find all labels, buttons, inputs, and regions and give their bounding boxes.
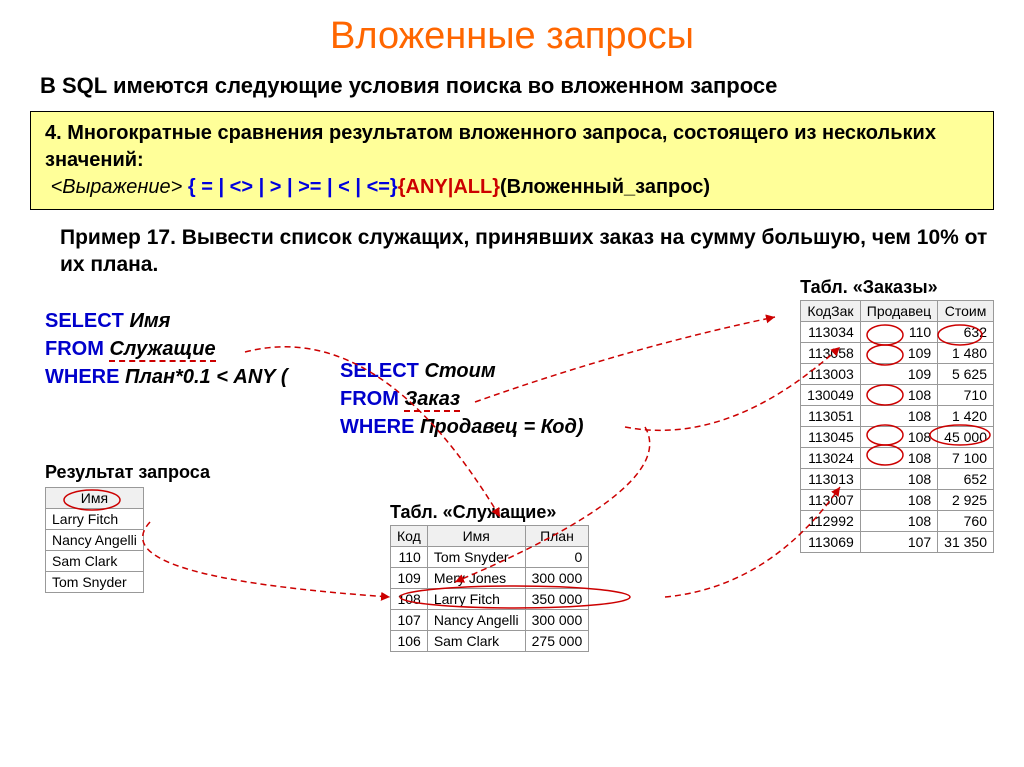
emp-cell: 106 xyxy=(391,630,428,651)
ord-cell: 31 350 xyxy=(938,531,994,552)
expr-label: <Выражение> xyxy=(51,176,183,198)
emp-cell: 0 xyxy=(525,546,589,567)
emp-cell: Tom Snyder xyxy=(427,546,525,567)
seller-eq: Продавец = Код xyxy=(420,416,577,438)
kw-select: SELECT xyxy=(45,310,124,332)
ord-cell: 7 100 xyxy=(938,447,994,468)
ord-cell: 130049 xyxy=(801,384,861,405)
emp-header: План xyxy=(525,525,589,546)
ord-cell: 112992 xyxy=(801,510,861,531)
emp-cell: 300 000 xyxy=(525,609,589,630)
ord-cell: 710 xyxy=(938,384,994,405)
emp-header: Имя xyxy=(427,525,525,546)
result-cell: Tom Snyder xyxy=(46,571,144,592)
kw-select2: SELECT xyxy=(340,360,419,382)
orders-block: Табл. «Заказы» КодЗакПродавецСтоим 113034… xyxy=(800,277,994,553)
emp-cell: 350 000 xyxy=(525,588,589,609)
ord-cell: 45 000 xyxy=(938,426,994,447)
result-label: Результат запроса xyxy=(45,462,210,483)
result-table: Имя Larry FitchNancy AngelliSam ClarkTom… xyxy=(45,487,144,593)
emp-cell: 300 000 xyxy=(525,567,589,588)
emp-cell: Nancy Angelli xyxy=(427,609,525,630)
plan-cond: План*0.1 < ANY ( xyxy=(125,366,288,388)
ord-cell: 113058 xyxy=(801,342,861,363)
outer-query: SELECT Имя FROM Служащие WHERE План*0.1 … xyxy=(45,307,288,391)
kw-where2: WHERE xyxy=(340,416,414,438)
ord-cell: 107 xyxy=(860,531,937,552)
ord-cell: 113024 xyxy=(801,447,861,468)
def-line1: 4. Многократные сравнения результатом вл… xyxy=(45,122,936,171)
emp-cell: Sam Clark xyxy=(427,630,525,651)
kw-from: FROM xyxy=(45,338,104,360)
result-cell: Sam Clark xyxy=(46,550,144,571)
ord-cell: 5 625 xyxy=(938,363,994,384)
id-order: Заказ xyxy=(404,388,460,412)
close-paren: ) xyxy=(577,416,584,438)
emp-cell: Mery Jones xyxy=(427,567,525,588)
subtitle: В SQL имеются следующие условия поиска в… xyxy=(40,73,994,99)
emp-cell: 107 xyxy=(391,609,428,630)
ord-cell: 109 xyxy=(860,363,937,384)
orders-title: Табл. «Заказы» xyxy=(800,277,994,298)
ord-cell: 113051 xyxy=(801,405,861,426)
ord-cell: 108 xyxy=(860,468,937,489)
id-name: Имя xyxy=(129,310,170,332)
id-cost: Стоим xyxy=(424,360,495,382)
employees-block: Табл. «Служащие» КодИмяПлан 110Tom Snyder… xyxy=(390,502,589,652)
emp-header: Код xyxy=(391,525,428,546)
ord-cell: 108 xyxy=(860,384,937,405)
ord-cell: 113013 xyxy=(801,468,861,489)
definition-box: 4. Многократные сравнения результатом вл… xyxy=(30,111,994,210)
kw-where: WHERE xyxy=(45,366,119,388)
employees-title: Табл. «Служащие» xyxy=(390,502,589,523)
ord-header: Продавец xyxy=(860,300,937,321)
ord-cell: 113045 xyxy=(801,426,861,447)
ord-cell: 108 xyxy=(860,447,937,468)
ord-header: Стоим xyxy=(938,300,994,321)
emp-cell: 110 xyxy=(391,546,428,567)
emp-cell: 108 xyxy=(391,588,428,609)
ord-cell: 1 420 xyxy=(938,405,994,426)
example-text: Пример 17. Вывести список служащих, прин… xyxy=(60,224,994,279)
ord-cell: 108 xyxy=(860,426,937,447)
ord-cell: 1 480 xyxy=(938,342,994,363)
ord-cell: 109 xyxy=(860,342,937,363)
ord-cell: 110 xyxy=(860,321,937,342)
page-title: Вложенные запросы xyxy=(30,15,994,58)
ord-cell: 632 xyxy=(938,321,994,342)
inner-query: SELECT Стоим FROM Заказ WHERE Продавец =… xyxy=(340,357,584,441)
operators: { = | <> | > | >= | < | <=} xyxy=(188,176,398,198)
kw-from2: FROM xyxy=(340,388,399,410)
ord-cell: 2 925 xyxy=(938,489,994,510)
emp-cell: Larry Fitch xyxy=(427,588,525,609)
suffix: (Вложенный_запрос) xyxy=(500,176,710,198)
ord-cell: 113069 xyxy=(801,531,861,552)
ord-cell: 108 xyxy=(860,489,937,510)
ord-cell: 113003 xyxy=(801,363,861,384)
ord-header: КодЗак xyxy=(801,300,861,321)
ord-cell: 760 xyxy=(938,510,994,531)
emp-cell: 275 000 xyxy=(525,630,589,651)
result-header: Имя xyxy=(46,487,144,508)
ord-cell: 652 xyxy=(938,468,994,489)
ord-cell: 113007 xyxy=(801,489,861,510)
result-cell: Larry Fitch xyxy=(46,508,144,529)
anyall: {ANY|ALL} xyxy=(398,176,500,198)
ord-cell: 113034 xyxy=(801,321,861,342)
ord-cell: 108 xyxy=(860,405,937,426)
result-cell: Nancy Angelli xyxy=(46,529,144,550)
emp-cell: 109 xyxy=(391,567,428,588)
main-area: SELECT Имя FROM Служащие WHERE План*0.1 … xyxy=(30,287,994,707)
ord-cell: 108 xyxy=(860,510,937,531)
id-employees: Служащие xyxy=(109,338,215,362)
